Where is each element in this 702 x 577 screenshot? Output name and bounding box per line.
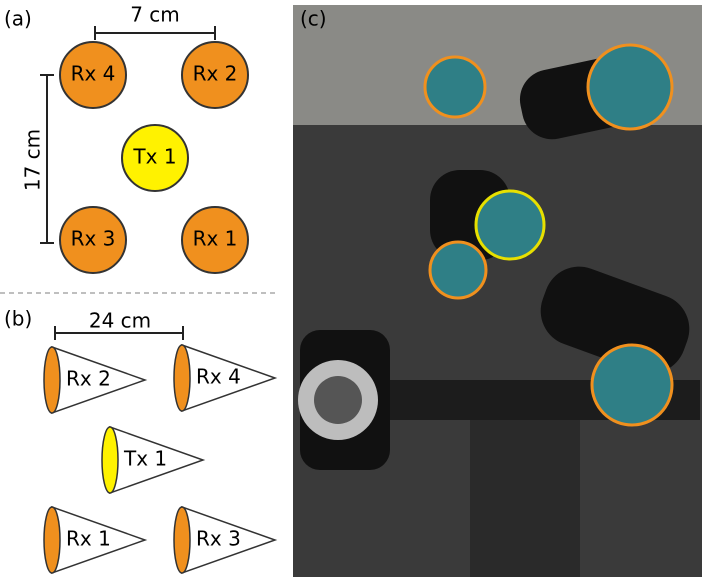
cone-label: Rx 3 (196, 527, 241, 551)
node (181, 41, 249, 109)
panel-label: (b) (4, 307, 32, 331)
cone-label: Tx 1 (123, 447, 167, 471)
node-label: Rx 1 (193, 227, 238, 251)
cone-aperture (43, 346, 61, 414)
dimension-bars (40, 26, 216, 340)
node-label: Rx 2 (193, 62, 238, 86)
node (181, 206, 249, 274)
node (121, 124, 189, 192)
panel-label: (a) (4, 7, 32, 31)
node-label: Rx 3 (71, 227, 116, 251)
dimension-label: 24 cm (89, 309, 151, 333)
node (59, 206, 127, 274)
cone-aperture (173, 506, 191, 574)
cone-aperture (43, 506, 61, 574)
node-label: Rx 4 (71, 62, 116, 86)
cone-aperture (173, 344, 191, 412)
cone-label: Rx 2 (66, 367, 111, 391)
cone-label: Rx 1 (66, 527, 111, 551)
panel-label: (c) (300, 7, 327, 31)
cone-aperture (101, 426, 119, 494)
dimension-label: 17 cm (21, 129, 45, 191)
node-label: Tx 1 (132, 145, 176, 169)
cone-label: Rx 4 (196, 365, 241, 389)
photo (293, 5, 702, 577)
node (59, 41, 127, 109)
dimension-label: 7 cm (130, 3, 180, 27)
